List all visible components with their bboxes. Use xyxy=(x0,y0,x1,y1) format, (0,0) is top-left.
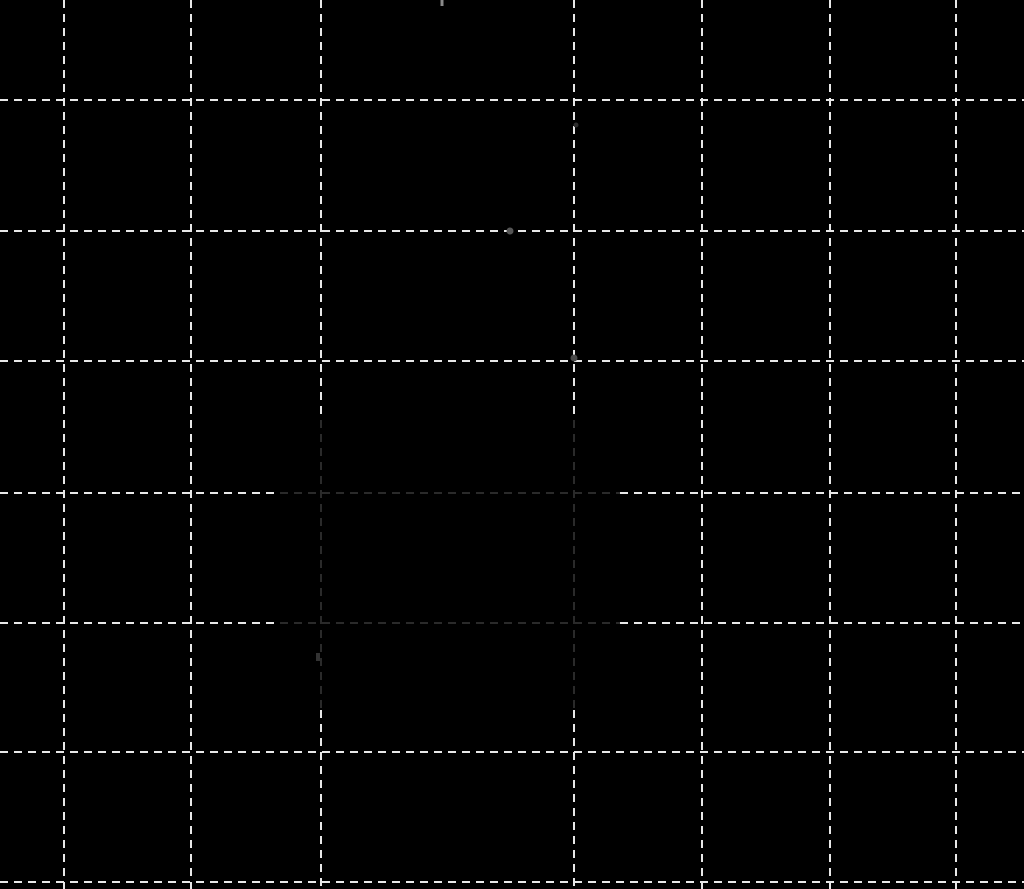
grid-canvas[interactable] xyxy=(0,0,1024,889)
anchor-point[interactable] xyxy=(574,123,579,128)
tick-mark xyxy=(441,0,444,6)
anchor-point[interactable] xyxy=(571,355,578,362)
canvas-background xyxy=(0,0,1024,889)
tick-mark xyxy=(316,653,320,661)
anchor-point[interactable] xyxy=(507,228,514,235)
